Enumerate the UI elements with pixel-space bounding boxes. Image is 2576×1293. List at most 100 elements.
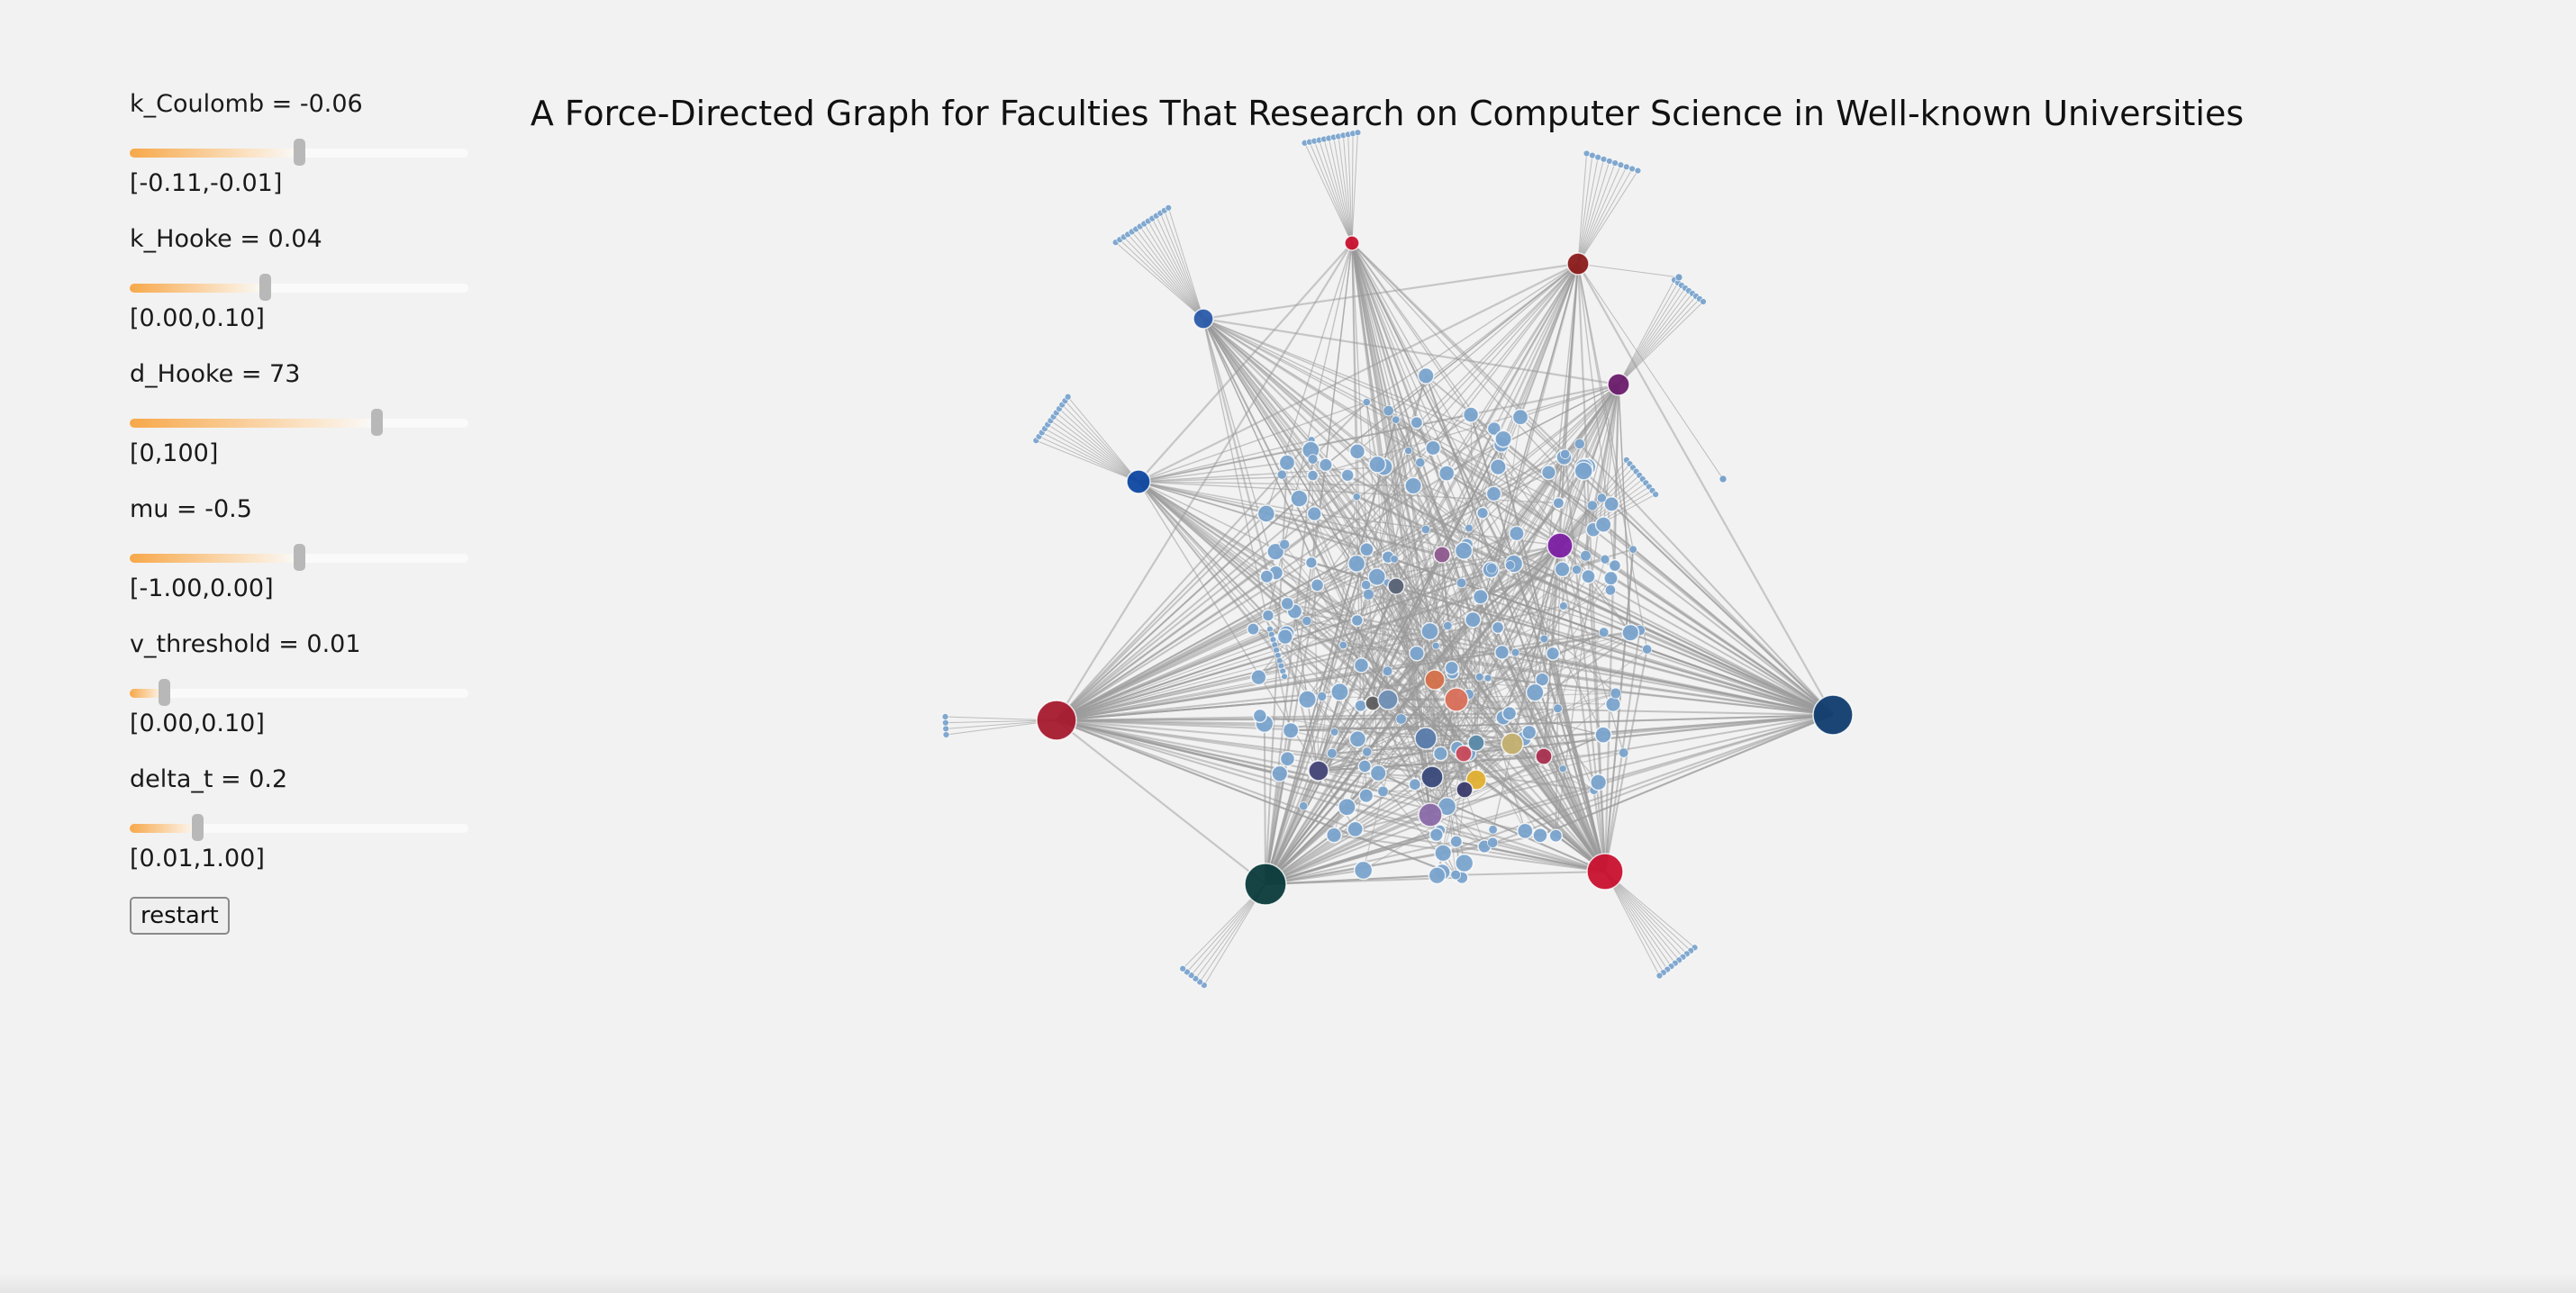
university-node bbox=[1420, 765, 1444, 789]
graph-edge bbox=[1164, 210, 1204, 320]
graph-edge bbox=[1151, 218, 1204, 320]
graph-edge bbox=[1056, 649, 1277, 721]
graph-edge bbox=[1065, 400, 1139, 483]
graph-edge bbox=[1351, 132, 1358, 244]
faculty-node bbox=[1382, 665, 1393, 677]
faculty-node bbox=[1304, 556, 1318, 569]
slider-thumb[interactable] bbox=[371, 409, 384, 436]
graph-edge bbox=[1265, 582, 1389, 885]
graph-edge bbox=[1056, 719, 1477, 782]
graph-edge bbox=[1579, 443, 1834, 716]
faculty-node bbox=[1409, 645, 1425, 662]
graph-title: A Force-Directed Graph for Faculties Tha… bbox=[530, 94, 2245, 133]
graph-edge bbox=[1429, 554, 1443, 632]
graph-edge bbox=[1543, 692, 1617, 757]
graph-edge bbox=[1604, 871, 1672, 967]
param-v-threshold: v_threshold = 0.01 [0.00,0.10] bbox=[130, 627, 472, 742]
graph-edge bbox=[1036, 439, 1139, 483]
graph-edge bbox=[1563, 605, 1834, 716]
graph-edge bbox=[1156, 215, 1204, 320]
graph-edge bbox=[1510, 545, 1562, 745]
faculty-node bbox=[1674, 273, 1683, 282]
graph-edge bbox=[1265, 619, 1358, 885]
graph-edge bbox=[1456, 699, 1604, 736]
param-label: k_Coulomb = -0.06 bbox=[130, 90, 363, 118]
graph-edge bbox=[1202, 318, 1436, 681]
graph-edge bbox=[1441, 554, 1606, 873]
graph-edge bbox=[1056, 665, 1282, 721]
graph-edge bbox=[1135, 229, 1204, 320]
graph-edge bbox=[1434, 679, 1616, 694]
graph-edge bbox=[1202, 317, 1619, 386]
graph-edge bbox=[1468, 693, 1545, 757]
faculty-node bbox=[1450, 869, 1462, 881]
graph-edge bbox=[1265, 465, 1327, 885]
graph-edge bbox=[1056, 719, 1281, 775]
graph-edge bbox=[1317, 585, 1398, 772]
graph-edge bbox=[1325, 263, 1579, 466]
graph-edge bbox=[1483, 845, 1606, 873]
graph-edge bbox=[1265, 375, 1428, 885]
faculty-node bbox=[1247, 622, 1260, 636]
graph-edge bbox=[1058, 408, 1139, 483]
faculty-node bbox=[1580, 549, 1592, 562]
faculty-node bbox=[1276, 469, 1287, 480]
slider-thumb[interactable] bbox=[259, 274, 272, 301]
graph-edge bbox=[1313, 513, 1431, 816]
graph-edge bbox=[1429, 734, 1604, 816]
graph-edge bbox=[1317, 544, 1467, 772]
faculty-node bbox=[1252, 708, 1267, 724]
slider-thumb[interactable] bbox=[192, 814, 204, 841]
graph-edge bbox=[1350, 242, 1514, 745]
graph-edge bbox=[1387, 699, 1444, 854]
graph-edge bbox=[1387, 384, 1619, 701]
faculty-node bbox=[1600, 554, 1610, 565]
faculty-node bbox=[1404, 446, 1413, 456]
graph-edge bbox=[1265, 548, 1368, 885]
faculty-node bbox=[1586, 500, 1598, 511]
slider-thumb[interactable] bbox=[294, 139, 305, 166]
graph-edge bbox=[1317, 705, 1362, 772]
delta-t-slider[interactable] bbox=[130, 814, 468, 841]
param-k-hooke: k_Hooke = 0.04 [0.00,0.10] bbox=[130, 222, 472, 337]
graph-edge bbox=[1577, 263, 1680, 278]
mu-slider[interactable] bbox=[130, 544, 468, 571]
slider-thumb[interactable] bbox=[294, 544, 305, 571]
k-hooke-slider[interactable] bbox=[130, 274, 468, 301]
graph-edge bbox=[1604, 871, 1695, 948]
graph-edge bbox=[1604, 648, 1648, 873]
graph-edge bbox=[1311, 475, 1433, 778]
restart-button[interactable]: restart bbox=[130, 897, 230, 935]
graph-edge bbox=[1576, 263, 1607, 873]
graph-edge bbox=[1387, 410, 1606, 873]
k-coulomb-slider[interactable] bbox=[130, 139, 468, 166]
graph-edge bbox=[1056, 719, 1383, 792]
v-threshold-slider[interactable] bbox=[130, 679, 468, 706]
graph-edge bbox=[1383, 789, 1465, 792]
faculty-node bbox=[1486, 420, 1502, 437]
faculty-node bbox=[1462, 406, 1480, 423]
faculty-node bbox=[1429, 827, 1444, 843]
graph-edge bbox=[1465, 544, 1606, 873]
graph-edge bbox=[1464, 789, 1485, 847]
graph-edge bbox=[1323, 139, 1353, 244]
faculty-node bbox=[1571, 565, 1583, 575]
graph-edge bbox=[1310, 449, 1436, 681]
slider-thumb[interactable] bbox=[158, 679, 170, 706]
graph-edge bbox=[1138, 481, 1457, 701]
faculty-node bbox=[1554, 561, 1571, 578]
graph-edge bbox=[1317, 576, 1378, 772]
graph-edge bbox=[1564, 454, 1606, 873]
graph-edge bbox=[1356, 450, 1606, 873]
graph-edge bbox=[1372, 428, 1495, 704]
faculty-node bbox=[1362, 746, 1373, 757]
d-hooke-slider[interactable] bbox=[130, 409, 468, 436]
graph-edge bbox=[1456, 699, 1604, 736]
graph-edge bbox=[1347, 475, 1436, 681]
param-range: [-1.00,0.00] bbox=[130, 574, 274, 602]
graph-edge bbox=[1559, 486, 1650, 547]
faculty-node bbox=[1377, 785, 1389, 798]
graph-edge bbox=[1312, 475, 1465, 791]
university-node bbox=[1126, 469, 1151, 494]
